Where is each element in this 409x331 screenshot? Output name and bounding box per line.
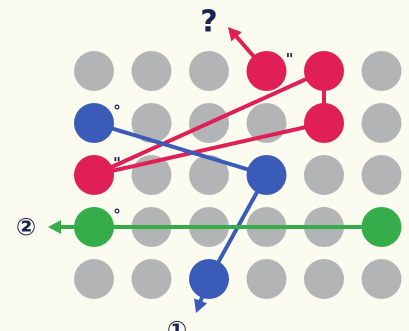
grid-dot bbox=[131, 103, 172, 143]
grid-dot bbox=[189, 51, 229, 91]
dot-mark: " bbox=[286, 50, 294, 68]
grid-dot bbox=[361, 259, 402, 299]
grid-dot bbox=[131, 259, 172, 299]
connection-lines-layer bbox=[92, 69, 384, 281]
blue-connection-line bbox=[92, 121, 269, 177]
grid-dot bbox=[74, 51, 114, 91]
blue-arrow-head bbox=[194, 298, 208, 313]
green-dot bbox=[74, 207, 114, 247]
grid-dot bbox=[361, 103, 402, 143]
pink-connection-line bbox=[92, 121, 326, 177]
dot-mark: " bbox=[113, 154, 121, 172]
pink-dot bbox=[246, 51, 287, 91]
grid-dot bbox=[74, 259, 114, 299]
blue-arrow-label: ① bbox=[167, 316, 187, 331]
pink-dot bbox=[304, 103, 344, 143]
blue-dot bbox=[246, 155, 287, 195]
colored-dots-layer bbox=[74, 51, 402, 299]
grid-dot bbox=[131, 51, 172, 91]
pink-arrow-head bbox=[228, 27, 242, 42]
grid-dots-layer bbox=[74, 51, 402, 299]
dot-mark: ° bbox=[113, 206, 121, 224]
grid-dot bbox=[189, 155, 229, 195]
grid-dot bbox=[361, 155, 402, 195]
dot-mark: ° bbox=[113, 102, 121, 120]
labels-layer: ? ① ② ° ° " " bbox=[16, 5, 294, 331]
grid-dot bbox=[361, 51, 402, 91]
blue-dot bbox=[189, 259, 229, 299]
pink-connection-line bbox=[92, 69, 326, 177]
grid-dot bbox=[304, 155, 344, 195]
green-dot bbox=[361, 207, 402, 247]
grid-dot bbox=[246, 259, 287, 299]
pink-dot bbox=[74, 155, 114, 195]
pink-dot bbox=[304, 51, 344, 91]
blue-dot bbox=[74, 103, 114, 143]
green-arrow-label: ② bbox=[16, 213, 36, 241]
grid-dot bbox=[304, 259, 344, 299]
green-arrow-head bbox=[48, 220, 61, 234]
pink-arrow-label: ? bbox=[200, 5, 217, 40]
